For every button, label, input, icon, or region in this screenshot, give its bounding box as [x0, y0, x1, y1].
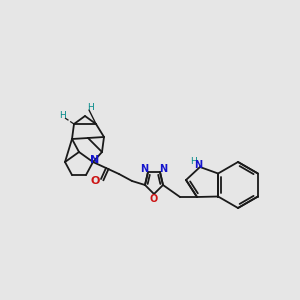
Text: N: N — [140, 164, 148, 174]
Text: O: O — [150, 194, 158, 203]
Text: H: H — [190, 157, 197, 166]
Text: N: N — [160, 164, 168, 174]
Text: O: O — [91, 176, 100, 186]
Text: H: H — [58, 112, 65, 121]
Text: N: N — [90, 154, 99, 165]
Text: N: N — [194, 160, 202, 170]
Text: H: H — [87, 103, 94, 112]
